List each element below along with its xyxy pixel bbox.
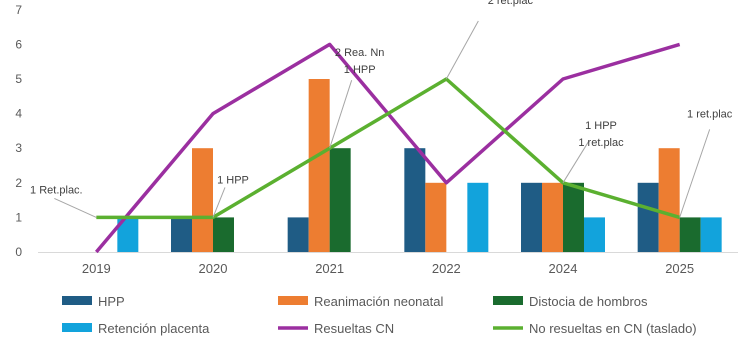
bar-distocia-de-hombros bbox=[679, 217, 701, 252]
legend-swatch bbox=[62, 323, 92, 332]
bar-reanimaci-n-neonatal bbox=[308, 79, 330, 252]
legend-label: Resueltas CN bbox=[314, 321, 394, 336]
bar-hpp bbox=[404, 148, 426, 252]
bar-hpp bbox=[171, 217, 192, 252]
y-tick-label: 3 bbox=[15, 141, 22, 155]
bar-distocia-de-hombros bbox=[563, 182, 584, 252]
annotation-label: 1 ret.plac bbox=[578, 137, 624, 149]
bar-reanimaci-n-neonatal bbox=[658, 148, 680, 252]
legend-label: Retención placenta bbox=[98, 321, 210, 336]
bar-distocia-de-hombros bbox=[213, 217, 234, 252]
x-tick-label: 2020 bbox=[199, 261, 228, 276]
bar-hpp bbox=[287, 217, 309, 252]
annotation-label: 1 HPP bbox=[217, 174, 249, 186]
x-tick-label: 2025 bbox=[665, 261, 694, 276]
line-no-resueltas-en-cn-taslado- bbox=[96, 77, 681, 220]
annotation-leader bbox=[212, 187, 226, 218]
y-tick-label: 5 bbox=[15, 72, 22, 86]
annotation-label: 1 HPP bbox=[344, 64, 376, 76]
annotation-label: 1 Ret.plac. bbox=[30, 184, 83, 196]
y-tick-label: 4 bbox=[15, 107, 22, 121]
legend-swatch bbox=[62, 296, 92, 305]
annotation-leader bbox=[679, 129, 711, 218]
annotation-label: 1 ret.plac bbox=[687, 108, 733, 120]
y-tick-label: 6 bbox=[15, 37, 22, 51]
x-tick-label: 2019 bbox=[82, 261, 111, 276]
annotation-label: 2 Rea. Nn bbox=[335, 47, 385, 59]
bar-distocia-de-hombros bbox=[329, 148, 351, 252]
legend-label: No resueltas en CN (taslado) bbox=[529, 321, 697, 336]
x-tick-label: 2021 bbox=[315, 261, 344, 276]
bar-reanimaci-n-neonatal bbox=[425, 182, 447, 252]
annotation-leader bbox=[445, 20, 479, 80]
y-tick-label: 2 bbox=[15, 176, 22, 190]
bar-retenci-n-placenta bbox=[117, 217, 139, 252]
legend-label: Distocia de hombros bbox=[529, 294, 648, 309]
annotation-leader bbox=[54, 197, 97, 218]
bar-reanimaci-n-neonatal bbox=[542, 182, 563, 252]
bar-hpp bbox=[521, 182, 542, 252]
y-tick-label: 7 bbox=[15, 3, 22, 17]
annotation-leader bbox=[562, 140, 590, 184]
x-tick-label: 2024 bbox=[549, 261, 578, 276]
legend-swatch bbox=[278, 296, 308, 305]
y-tick-label: 1 bbox=[15, 210, 22, 224]
legend-label: HPP bbox=[98, 294, 125, 309]
bar-retenci-n-placenta bbox=[467, 182, 489, 252]
legend-label: Reanimación neonatal bbox=[314, 294, 443, 309]
x-tick-label: 2022 bbox=[432, 261, 461, 276]
bar-retenci-n-placenta bbox=[700, 217, 722, 252]
y-tick-label: 0 bbox=[15, 245, 22, 259]
bar-retenci-n-placenta bbox=[584, 217, 605, 252]
bar-hpp bbox=[637, 182, 659, 252]
annotation-leader bbox=[329, 80, 353, 149]
legend-swatch bbox=[493, 296, 523, 305]
annotation-label: 2 ret.plac bbox=[488, 0, 534, 7]
bar-reanimaci-n-neonatal bbox=[192, 148, 213, 252]
annotation-label: 1 HPP bbox=[585, 120, 617, 132]
